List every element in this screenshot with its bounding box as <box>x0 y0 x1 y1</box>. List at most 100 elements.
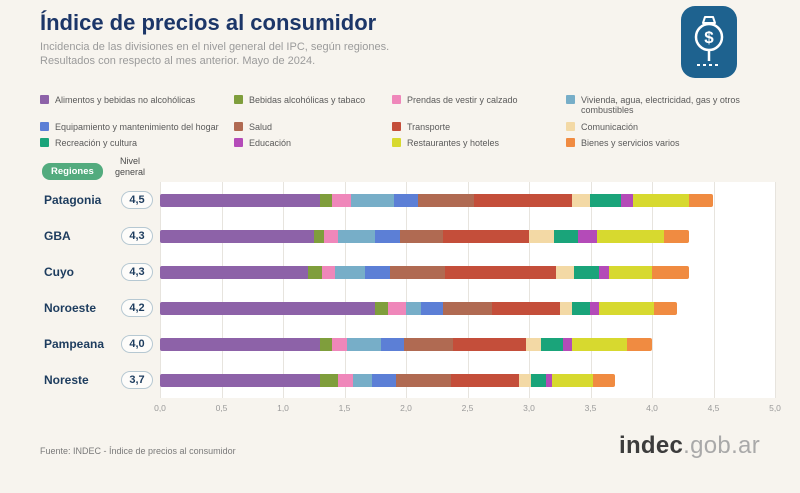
gridline <box>529 182 530 398</box>
bar-segment <box>389 265 446 279</box>
source-note: Fuente: INDEC - Índice de precios al con… <box>40 446 236 456</box>
bar-segment <box>396 373 452 387</box>
region-labels-column: Patagonia 4,5 GBA 4,3 Cuyo 4,3 Noroeste 4,2 Pamp… <box>40 182 153 398</box>
bar-segment <box>578 229 597 243</box>
bar-segment <box>451 373 520 387</box>
region-name: Patagonia <box>44 193 102 207</box>
legend-label: Bebidas alcohólicas y tabaco <box>249 95 366 105</box>
bar-row <box>160 362 775 398</box>
bar-segment <box>633 193 689 207</box>
nivel-general-badge: 4,3 <box>121 263 153 281</box>
bar-segment <box>688 193 714 207</box>
nivel-general-badge: 3,7 <box>121 371 153 389</box>
region-row-label: GBA 4,3 <box>40 218 153 254</box>
bar-segment <box>553 229 579 243</box>
bar-segment <box>399 229 443 243</box>
bar-segment <box>559 301 572 315</box>
legend-label: Salud <box>249 121 273 132</box>
stacked-bar <box>160 337 775 351</box>
x-tick-label: 3,5 <box>584 403 597 413</box>
legend-item: Alimentos y bebidas no alcohólicas <box>40 95 228 116</box>
gridline <box>775 182 776 398</box>
bar-segment <box>393 193 419 207</box>
bar-segment <box>332 193 351 207</box>
regions-column-header: Regiones <box>42 163 103 180</box>
legend-label: Vivienda, agua, electricidad, gas y otro… <box>581 95 740 116</box>
gridline <box>344 182 346 398</box>
legend-item: Bienes y servicios varios <box>566 138 780 148</box>
bar-row <box>160 182 775 218</box>
region-row-label: Noroeste 4,2 <box>40 290 153 326</box>
bar-segment <box>350 193 394 207</box>
bar-segment <box>338 229 376 243</box>
x-tick-label: 0,0 <box>154 403 166 413</box>
region-name: GBA <box>44 229 71 243</box>
bar-row <box>160 326 775 362</box>
bar-segment <box>531 373 547 387</box>
bar-segment <box>420 301 443 315</box>
bar-segment <box>323 229 339 243</box>
bar-row <box>160 254 775 290</box>
x-tick-label: 1,0 <box>277 403 289 413</box>
bar-segment <box>596 229 665 243</box>
legend-swatch <box>392 138 401 148</box>
gridline <box>467 182 469 398</box>
bar-segment <box>445 265 557 279</box>
bar-segment <box>338 373 354 387</box>
bar-segment <box>319 193 333 207</box>
bar-segment <box>381 337 404 351</box>
bar-segment <box>365 265 390 279</box>
region-name: Noroeste <box>44 301 97 315</box>
bar-segment <box>592 373 615 387</box>
bar-segment <box>492 301 560 315</box>
gridline <box>160 182 161 398</box>
gridline <box>652 182 653 398</box>
brand-bold: indec <box>618 432 684 459</box>
bar-segment <box>473 193 572 207</box>
bar-segment <box>599 301 655 315</box>
bar-segment <box>418 193 474 207</box>
gridline <box>283 182 284 398</box>
legend-item: Vivienda, agua, electricidad, gas y otro… <box>566 95 780 116</box>
legend-item: Restaurantes y hoteles <box>392 138 560 148</box>
bar-segment <box>313 229 324 243</box>
stacked-bar <box>160 193 775 207</box>
x-tick-label: 4,5 <box>707 403 720 413</box>
bar-segment <box>563 337 572 351</box>
bar-segment <box>552 373 593 387</box>
bar-segment <box>627 337 652 351</box>
x-tick-label: 5,0 <box>769 403 781 413</box>
legend-label: Recreación y cultura <box>55 138 138 149</box>
legend-label: Educación <box>249 138 292 149</box>
x-tick-label: 4,0 <box>646 403 658 413</box>
svg-text:$: $ <box>704 28 714 47</box>
bar-segment <box>387 301 406 315</box>
gridline <box>406 182 407 398</box>
region-row-label: Noreste 3,7 <box>40 362 153 398</box>
bar-segment <box>599 265 609 279</box>
gridline <box>713 182 715 398</box>
region-row-label: Patagonia 4,5 <box>40 182 153 218</box>
legend-swatch <box>40 95 49 104</box>
legend-label: Comunicación <box>581 121 639 132</box>
bar-segment <box>371 373 397 387</box>
legend-label: Equipamiento y mantenimiento del hogar <box>55 121 219 132</box>
bar-segment <box>403 337 453 351</box>
legend-item: Prendas de vestir y calzado <box>392 95 560 116</box>
legend-swatch <box>234 138 243 148</box>
bar-segment <box>322 265 335 279</box>
bar-segment <box>608 265 652 279</box>
gridline <box>590 182 592 398</box>
indec-gob-ar-brand: indec.gob.ar <box>619 432 760 460</box>
bar-segment <box>590 193 622 207</box>
x-tick-label: 2,5 <box>461 403 474 413</box>
page-subtitle-line2: Resultados con respecto al mes anterior.… <box>40 55 316 67</box>
legend-item: Equipamiento y mantenimiento del hogar <box>40 121 228 132</box>
bar-segment <box>375 229 400 243</box>
stacked-bar <box>160 265 775 279</box>
bar-segment <box>160 229 314 243</box>
bar-segment <box>571 337 628 351</box>
legend-swatch <box>392 121 401 131</box>
bar-segment <box>332 337 347 351</box>
